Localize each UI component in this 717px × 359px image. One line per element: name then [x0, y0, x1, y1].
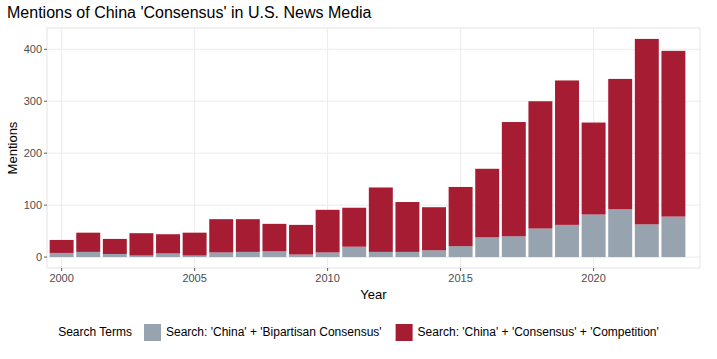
y-tick [44, 153, 47, 154]
plot-frame [47, 28, 700, 268]
bar [342, 208, 366, 247]
chart-svg: 0 100 200 300 400 2000 2005 2010 2015 2020 Mention… [0, 0, 717, 359]
bar [555, 225, 579, 257]
bar [528, 101, 552, 228]
bar [528, 229, 552, 258]
x-tick [593, 268, 594, 271]
bar [555, 80, 579, 224]
y-tick [44, 49, 47, 50]
bar [422, 250, 446, 257]
bar [76, 233, 100, 252]
bars [50, 39, 686, 257]
bar [129, 256, 153, 258]
bar [76, 252, 100, 257]
bar [236, 219, 260, 252]
bar [129, 233, 153, 255]
x-tick-label: 2020 [581, 272, 605, 284]
bar [395, 202, 419, 252]
bar [582, 214, 606, 257]
y-tick-label: 0 [36, 251, 42, 263]
bar [502, 236, 526, 257]
bar [608, 209, 632, 257]
y-tick [44, 205, 47, 206]
bar [449, 187, 473, 246]
x-tick-label: 2010 [315, 272, 339, 284]
y-tick [44, 257, 47, 258]
y-grid [47, 49, 700, 50]
x-grid [194, 28, 195, 268]
bar [475, 169, 499, 238]
bar [316, 252, 340, 257]
legend-swatch [396, 324, 413, 341]
x-grid [61, 28, 62, 268]
bar [289, 225, 313, 255]
legend-label: Search: 'China' + 'Bipartisan Consensus' [166, 325, 382, 339]
x-tick-label: 2015 [448, 272, 472, 284]
bar [50, 253, 74, 257]
bar [262, 224, 286, 252]
bar [502, 122, 526, 236]
bar [262, 251, 286, 257]
y-tick-label: 400 [24, 43, 42, 55]
bar [661, 51, 685, 217]
x-label: Year [360, 287, 387, 302]
bar [209, 252, 233, 257]
title: Mentions of China 'Consensus' in U.S. Ne… [7, 4, 372, 21]
bar [661, 217, 685, 258]
y-label: Mentions [5, 121, 20, 174]
legend-swatch [144, 324, 161, 341]
bar [635, 224, 659, 257]
bar [103, 239, 127, 254]
bar [422, 207, 446, 250]
y-tick-label: 300 [24, 95, 42, 107]
x-tick-label: 2000 [49, 272, 73, 284]
x-tick-label: 2005 [182, 272, 206, 284]
bar [50, 240, 74, 253]
bar [156, 234, 180, 253]
legend-label: Search: 'China' + 'Consensus' + 'Competi… [418, 325, 659, 339]
x-tick [460, 268, 461, 271]
y-tick-label: 200 [24, 147, 42, 159]
bar [369, 187, 393, 251]
bar [316, 210, 340, 253]
bar [209, 219, 233, 252]
bar [156, 253, 180, 257]
bar [449, 246, 473, 257]
bar [183, 256, 207, 258]
legend-title: Search Terms [58, 325, 132, 339]
y-tick-label: 100 [24, 199, 42, 211]
bar [342, 247, 366, 257]
chart-container: 0 100 200 300 400 2000 2005 2010 2015 2020 Mention… [0, 0, 717, 359]
bar [635, 39, 659, 224]
bar [103, 254, 127, 257]
bar [395, 252, 419, 257]
bar [369, 252, 393, 257]
x-tick [61, 268, 62, 271]
y-tick [44, 101, 47, 102]
bar [236, 252, 260, 257]
legend: Search Terms Search: 'China' + 'Bipartisa… [58, 324, 659, 341]
x-tick [327, 268, 328, 271]
bar [289, 254, 313, 257]
bar [582, 123, 606, 215]
bar [475, 237, 499, 257]
bar [183, 233, 207, 256]
x-tick [194, 268, 195, 271]
y-grid [47, 101, 700, 102]
bar [608, 79, 632, 209]
